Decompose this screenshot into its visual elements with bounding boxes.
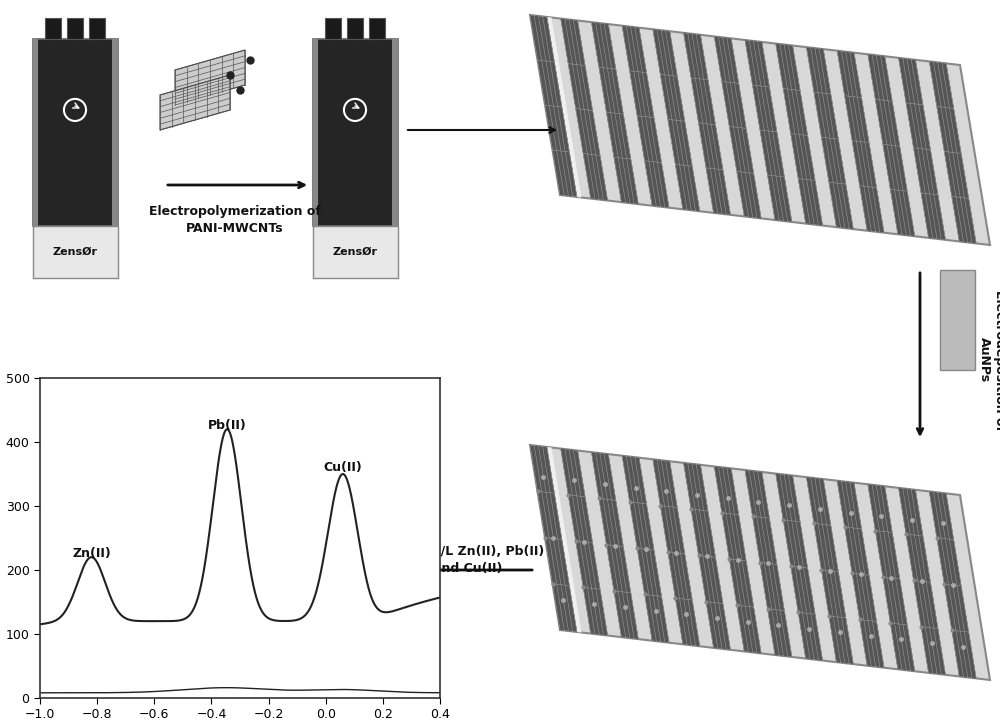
Bar: [67, 18, 83, 39]
Polygon shape: [899, 58, 945, 240]
Polygon shape: [622, 456, 669, 643]
Text: Pb(II): Pb(II): [208, 419, 247, 433]
FancyBboxPatch shape: [32, 39, 118, 226]
Bar: [89, 18, 105, 39]
Bar: [112, 39, 118, 226]
Polygon shape: [929, 61, 976, 244]
Bar: [392, 39, 398, 226]
Bar: [45, 18, 61, 39]
Polygon shape: [806, 47, 853, 229]
Text: Electrodeposition of
AuNPs: Electrodeposition of AuNPs: [978, 289, 1000, 430]
Text: Cu(II): Cu(II): [323, 461, 362, 474]
Polygon shape: [776, 473, 823, 661]
Polygon shape: [591, 22, 638, 204]
Polygon shape: [745, 40, 792, 222]
Polygon shape: [561, 19, 608, 201]
Polygon shape: [530, 15, 582, 198]
Polygon shape: [160, 75, 230, 130]
Bar: [940, 270, 975, 370]
Polygon shape: [899, 488, 945, 675]
Polygon shape: [684, 33, 730, 214]
Polygon shape: [530, 445, 582, 632]
Polygon shape: [653, 459, 700, 646]
Text: ZensØr: ZensØr: [332, 247, 378, 257]
Polygon shape: [530, 445, 577, 632]
Text: Electropolymerization of: Electropolymerization of: [149, 205, 321, 218]
Text: ZensØr: ZensØr: [52, 247, 98, 257]
Polygon shape: [175, 50, 245, 105]
Bar: [312, 39, 318, 226]
Polygon shape: [806, 477, 853, 664]
Bar: [32, 226, 118, 278]
Polygon shape: [591, 452, 638, 639]
Polygon shape: [837, 51, 884, 233]
Polygon shape: [868, 484, 915, 671]
Polygon shape: [684, 463, 730, 650]
Polygon shape: [653, 29, 700, 212]
FancyBboxPatch shape: [312, 39, 398, 226]
Polygon shape: [745, 470, 792, 657]
Polygon shape: [530, 15, 577, 197]
Polygon shape: [929, 491, 976, 678]
Bar: [32, 39, 38, 226]
Polygon shape: [776, 44, 823, 225]
Polygon shape: [714, 36, 761, 218]
Text: and Cu(II): and Cu(II): [433, 562, 503, 575]
Bar: [347, 18, 363, 39]
Polygon shape: [868, 55, 915, 236]
Bar: [325, 18, 341, 39]
Polygon shape: [622, 25, 669, 208]
Bar: [369, 18, 385, 39]
Polygon shape: [837, 481, 884, 667]
Polygon shape: [714, 467, 761, 654]
Polygon shape: [530, 445, 990, 680]
Polygon shape: [530, 15, 990, 245]
Text: 150 μg/L Zn(II), Pb(II): 150 μg/L Zn(II), Pb(II): [392, 545, 544, 558]
Bar: [312, 226, 398, 278]
Text: PANI-MWCNTs: PANI-MWCNTs: [186, 222, 284, 235]
Polygon shape: [561, 449, 608, 635]
Text: Zn(II): Zn(II): [72, 547, 111, 561]
